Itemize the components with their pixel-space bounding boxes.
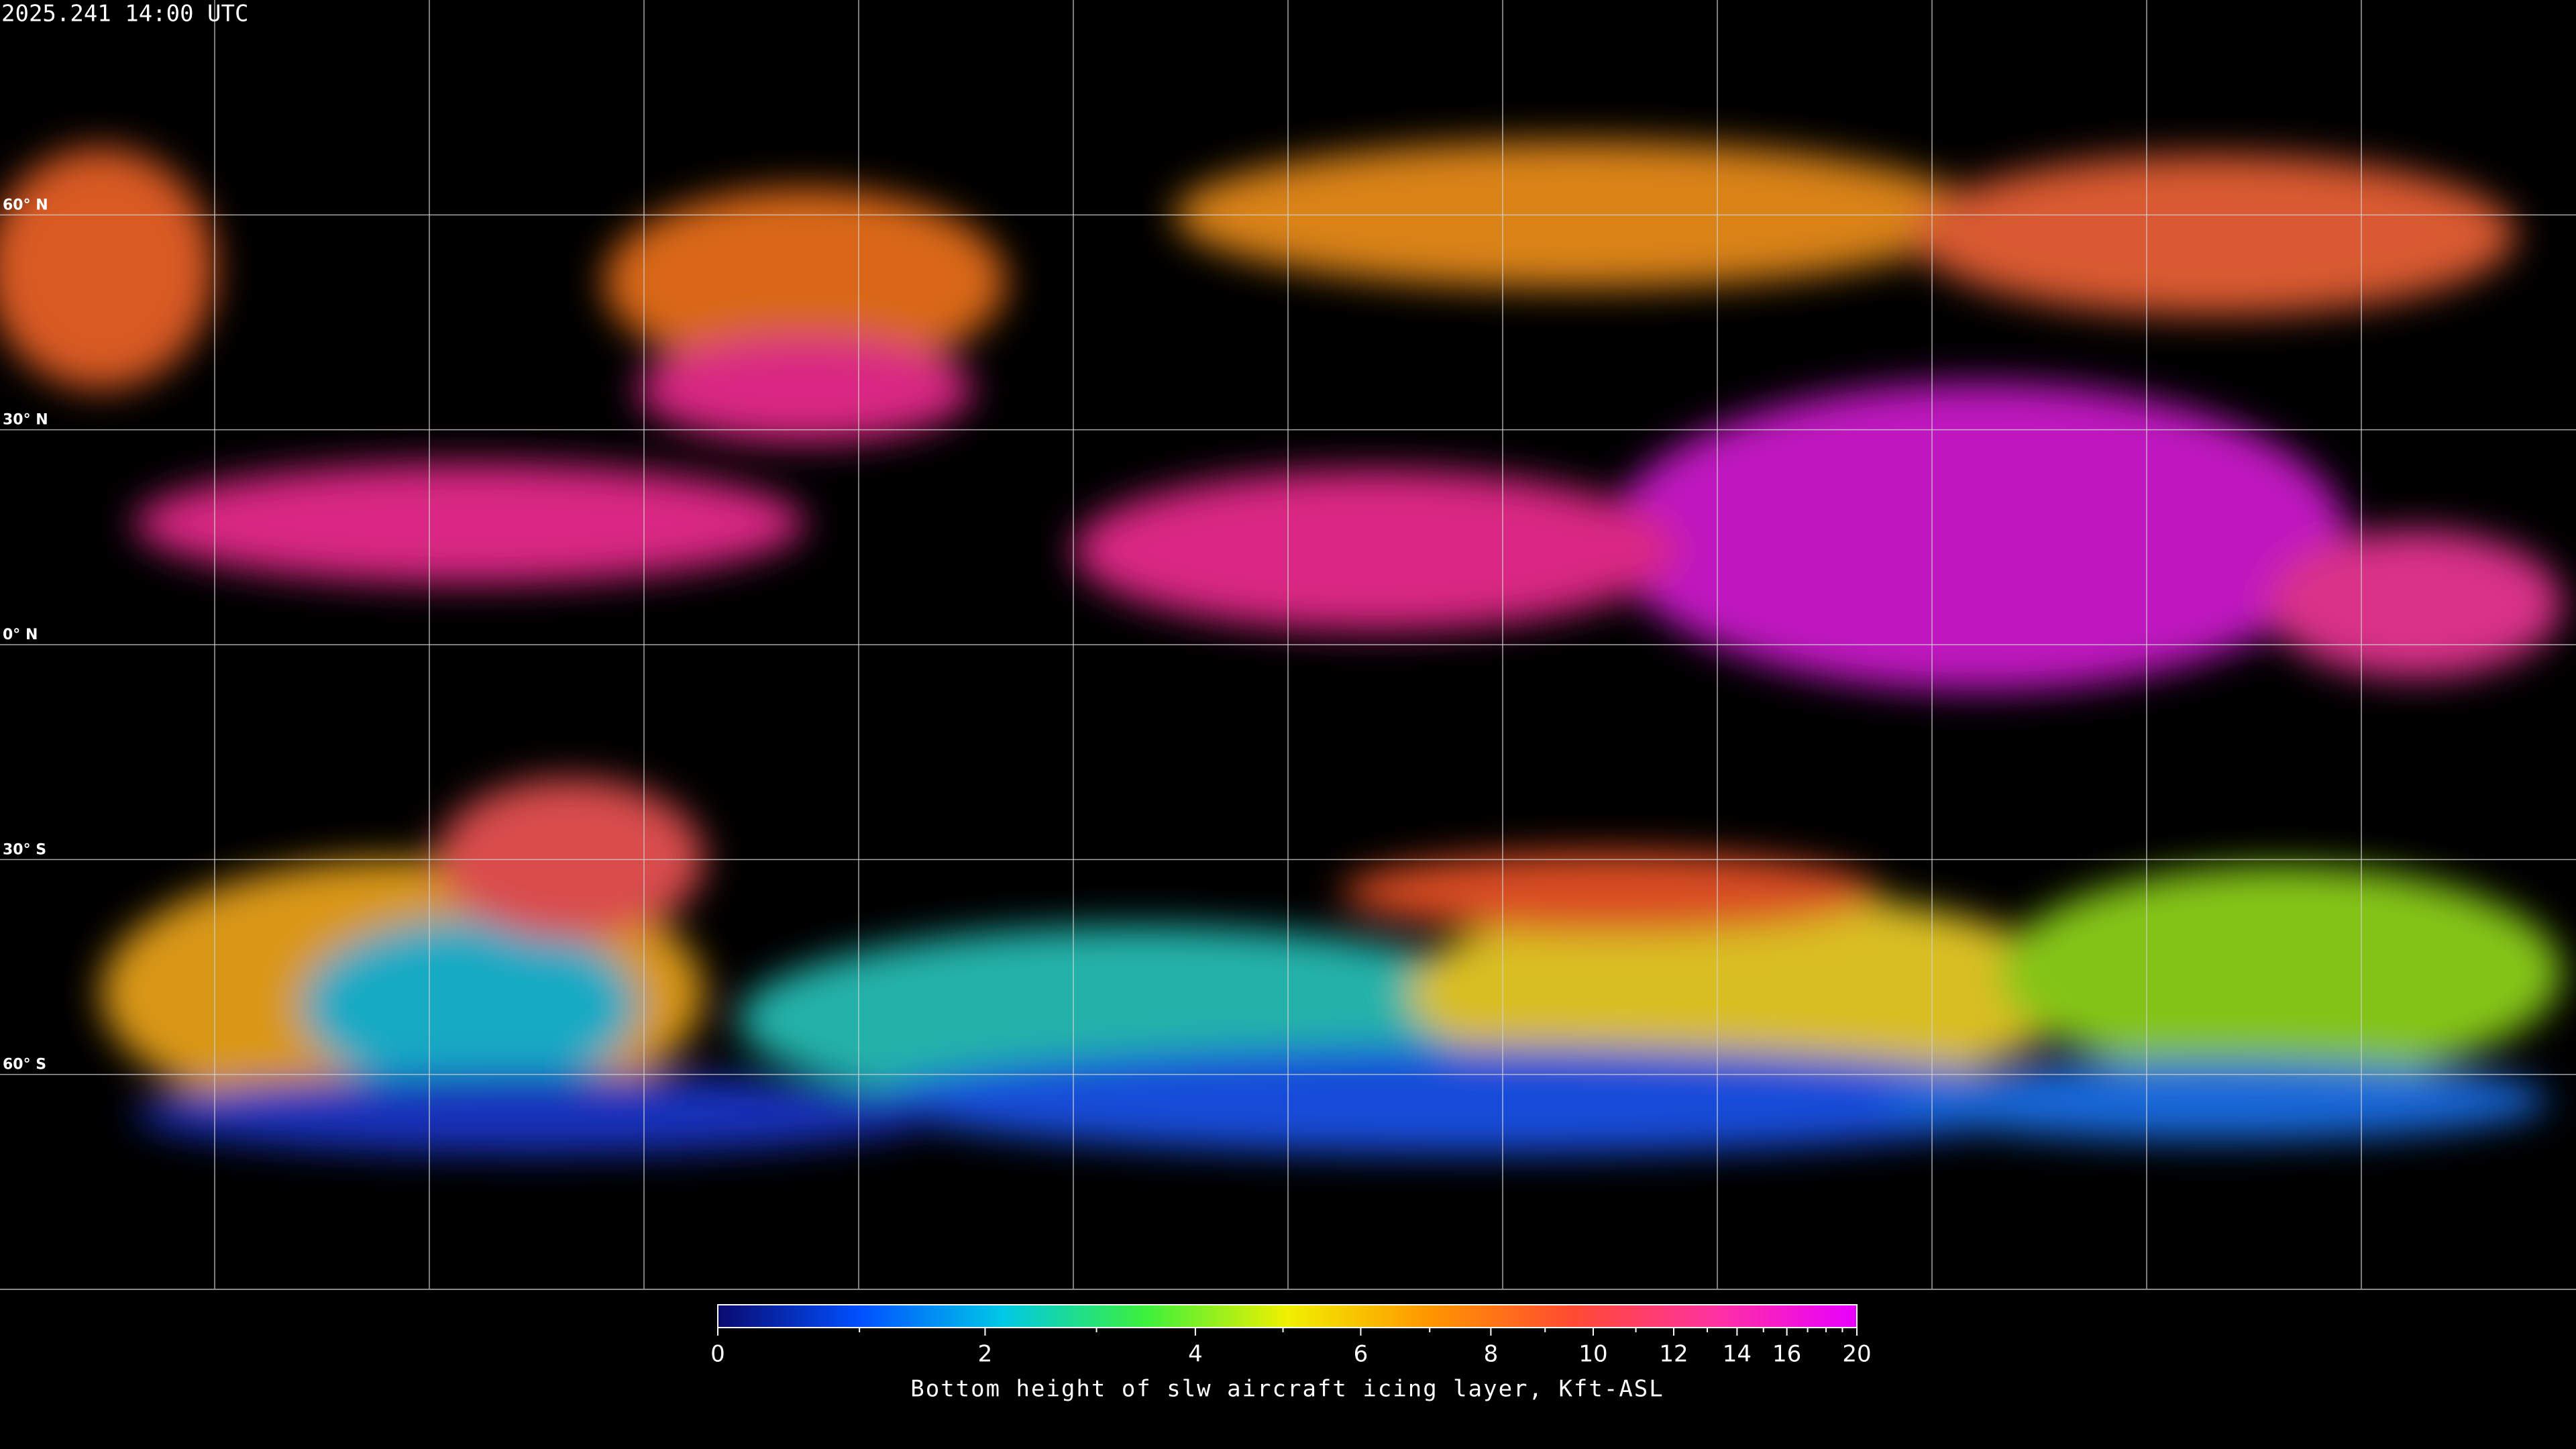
colorbar-tick-label: 12 bbox=[1659, 1341, 1688, 1368]
colorbar-tick-label: 10 bbox=[1578, 1341, 1607, 1368]
colorbar bbox=[717, 1304, 1858, 1328]
colorbar-axis: 0 2 4 6 8 10 12 14 16 20 bbox=[710, 1328, 1872, 1368]
colorbar-tick-label: 14 bbox=[1723, 1341, 1752, 1368]
colorbar-tick-label: 0 bbox=[710, 1341, 725, 1368]
timestamp: 2025.241 14:00 UTC bbox=[1, 1, 248, 28]
colorbar-tick-label: 4 bbox=[1188, 1341, 1203, 1368]
lat-label: 60° S bbox=[3, 1057, 46, 1073]
lat-label: 0° N bbox=[3, 627, 38, 643]
cloud-field bbox=[0, 141, 2563, 1154]
graticule: 60° N 30° N 0° N 30° S 60° S bbox=[0, 0, 2576, 1290]
colorbar-tick-label: 20 bbox=[1842, 1341, 1871, 1368]
lat-label: 60° N bbox=[3, 197, 48, 213]
colorbar-tick-label: 6 bbox=[1354, 1341, 1368, 1368]
lat-label: 30° N bbox=[3, 412, 48, 429]
colorbar-title: Bottom height of slw aircraft icing laye… bbox=[910, 1376, 1664, 1403]
lat-label: 30° S bbox=[3, 841, 46, 858]
colorbar-tick-label: 8 bbox=[1484, 1341, 1499, 1368]
colorbar-tick-label: 16 bbox=[1772, 1341, 1801, 1368]
colorbar-tick-label: 2 bbox=[978, 1341, 993, 1368]
